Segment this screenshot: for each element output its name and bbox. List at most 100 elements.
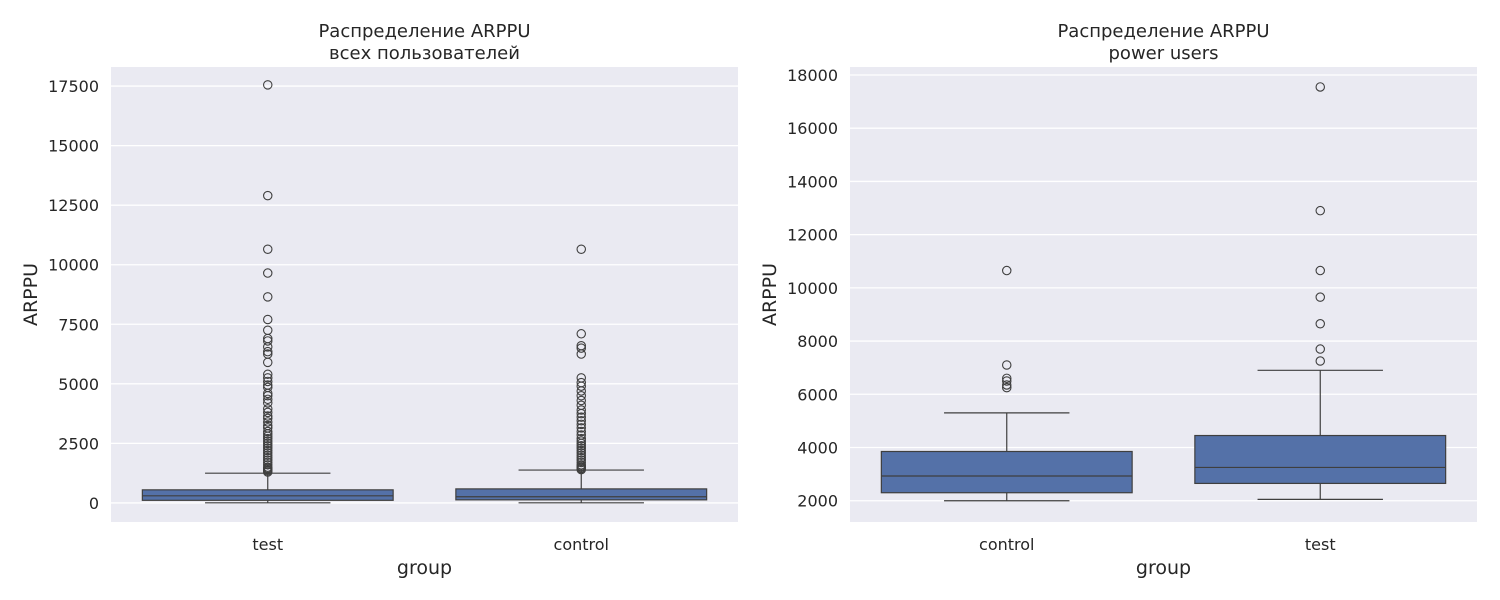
outlier-point (1315, 205, 1326, 216)
outlier-point (576, 433, 586, 444)
outlier-point (1315, 344, 1326, 354)
outlier-point (576, 441, 586, 451)
outlier-point (262, 342, 273, 352)
chart-panel-1: 0 2500 5000 7500 10000 12500 15000 17500 Распред… (20, 21, 738, 579)
chart-panel-2: 2000 4000 6000 8000 10000 12000 14000 16000 1800… (759, 21, 1477, 579)
outlier-point (262, 390, 273, 401)
outlier-point (576, 343, 586, 353)
outlier-point (576, 423, 586, 433)
box-iqr (455, 488, 708, 501)
chart-title-line-1: Распределение ARPPU (1057, 21, 1269, 42)
outlier-point (576, 381, 586, 391)
y-tick-label: 4000 (797, 438, 838, 457)
x-axis-label: group (397, 557, 452, 579)
box-control (455, 244, 708, 504)
outlier-point (576, 386, 586, 396)
y-tick-label: 2000 (797, 492, 838, 511)
outlier-point (262, 460, 273, 470)
y-axis-label: ARPPU (20, 263, 42, 326)
outlier-point (262, 448, 273, 458)
outlier-point (1315, 265, 1326, 276)
outlier-point (262, 373, 273, 383)
outlier-point (262, 452, 273, 463)
y-tick-label: 17500 (48, 77, 99, 96)
y-tick-label: 10000 (48, 256, 99, 275)
box-iqr (880, 450, 1133, 494)
outlier-point (576, 436, 586, 446)
y-tick-label: 2500 (58, 434, 99, 453)
x-tick-label: control (979, 535, 1034, 554)
outlier-point (262, 369, 273, 380)
chart-title-line-2: всех пользователей (329, 43, 520, 64)
y-tick-label: 0 (89, 494, 99, 513)
y-axis-label: ARPPU (759, 263, 781, 326)
outlier-point (1315, 292, 1326, 302)
outlier-point (576, 390, 586, 401)
outlier-point (576, 395, 586, 406)
outlier-point (1001, 360, 1012, 370)
y-tick-label: 6000 (797, 385, 838, 404)
outlier-point (1315, 356, 1326, 366)
outlier-point (262, 244, 273, 254)
outlier-point (262, 417, 273, 427)
outlier-point (1001, 265, 1012, 276)
box-test (1194, 82, 1447, 500)
box-control (880, 265, 1133, 502)
outlier-point (1001, 373, 1012, 384)
outlier-point (576, 426, 586, 437)
outlier-point (262, 394, 273, 405)
outlier-point (576, 438, 586, 449)
outlier-point (262, 426, 273, 437)
y-tick-label: 7500 (58, 315, 99, 334)
box-test (141, 80, 394, 504)
box-iqr (1194, 434, 1447, 485)
outlier-point (262, 450, 273, 461)
x-tick-label: control (554, 535, 609, 554)
plot-area (111, 67, 738, 522)
outlier-point (262, 436, 273, 446)
outlier-point (262, 441, 273, 451)
outlier-point (262, 292, 273, 302)
y-tick-label: 12500 (48, 196, 99, 215)
outlier-point (262, 429, 273, 439)
y-tick-label: 15000 (48, 137, 99, 156)
outlier-point (576, 329, 586, 339)
outlier-point (262, 80, 273, 90)
outlier-point (262, 445, 273, 456)
outlier-point (262, 190, 273, 201)
x-tick-label: test (252, 535, 283, 554)
y-tick-label: 16000 (787, 119, 838, 138)
outlier-point (262, 411, 273, 421)
x-tick-label: test (1305, 535, 1336, 554)
outlier-point (576, 405, 586, 415)
outlier-point (1315, 319, 1326, 329)
outlier-point (1001, 376, 1012, 386)
outlier-point (262, 388, 273, 399)
outlier-point (576, 408, 586, 419)
y-tick-label: 14000 (787, 172, 838, 191)
y-tick-label: 12000 (787, 226, 838, 245)
outlier-point (262, 413, 273, 424)
outlier-point (576, 419, 586, 430)
y-tick-label: 5000 (58, 375, 99, 394)
outlier-point (576, 448, 586, 458)
outlier-point (1001, 382, 1012, 393)
y-tick-label: 10000 (787, 279, 838, 298)
outlier-point (262, 443, 273, 453)
outlier-point (576, 445, 586, 456)
y-tick-label: 8000 (797, 332, 838, 351)
outlier-point (262, 438, 273, 449)
outlier-point (262, 268, 273, 278)
outlier-point (1001, 380, 1012, 390)
outlier-point (262, 376, 273, 387)
outlier-point (1315, 82, 1326, 92)
outlier-point (576, 450, 586, 461)
outlier-point (262, 467, 273, 477)
outlier-point (262, 346, 273, 357)
outlier-point (262, 336, 273, 346)
x-axis-label: group (1136, 557, 1191, 579)
outlier-point (576, 457, 586, 468)
outlier-point (262, 404, 273, 414)
outlier-point (262, 407, 273, 418)
outlier-point (262, 431, 273, 441)
